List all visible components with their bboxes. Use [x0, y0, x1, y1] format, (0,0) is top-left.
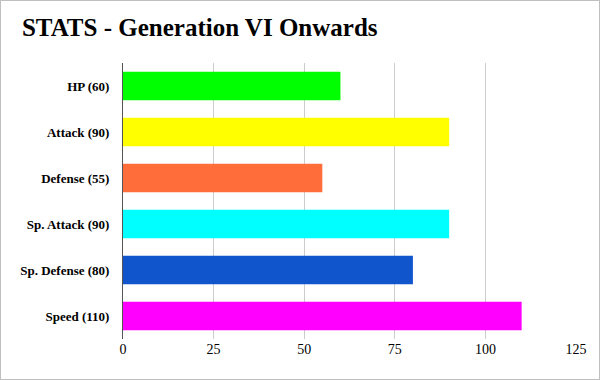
svg-text:HP (60): HP (60) — [67, 79, 109, 94]
svg-text:25: 25 — [207, 342, 221, 357]
svg-text:Defense (55): Defense (55) — [41, 171, 109, 186]
svg-text:STATS - Generation VI Onwards: STATS - Generation VI Onwards — [22, 14, 378, 41]
svg-text:125: 125 — [566, 342, 587, 357]
svg-text:100: 100 — [475, 342, 496, 357]
svg-text:0: 0 — [120, 342, 127, 357]
svg-text:75: 75 — [388, 342, 402, 357]
svg-text:Sp. Defense (80): Sp. Defense (80) — [20, 263, 109, 278]
svg-text:Sp. Attack (90): Sp. Attack (90) — [27, 217, 110, 232]
svg-text:Attack (90): Attack (90) — [47, 125, 109, 140]
svg-text:50: 50 — [297, 342, 311, 357]
svg-text:Speed (110): Speed (110) — [45, 309, 109, 324]
